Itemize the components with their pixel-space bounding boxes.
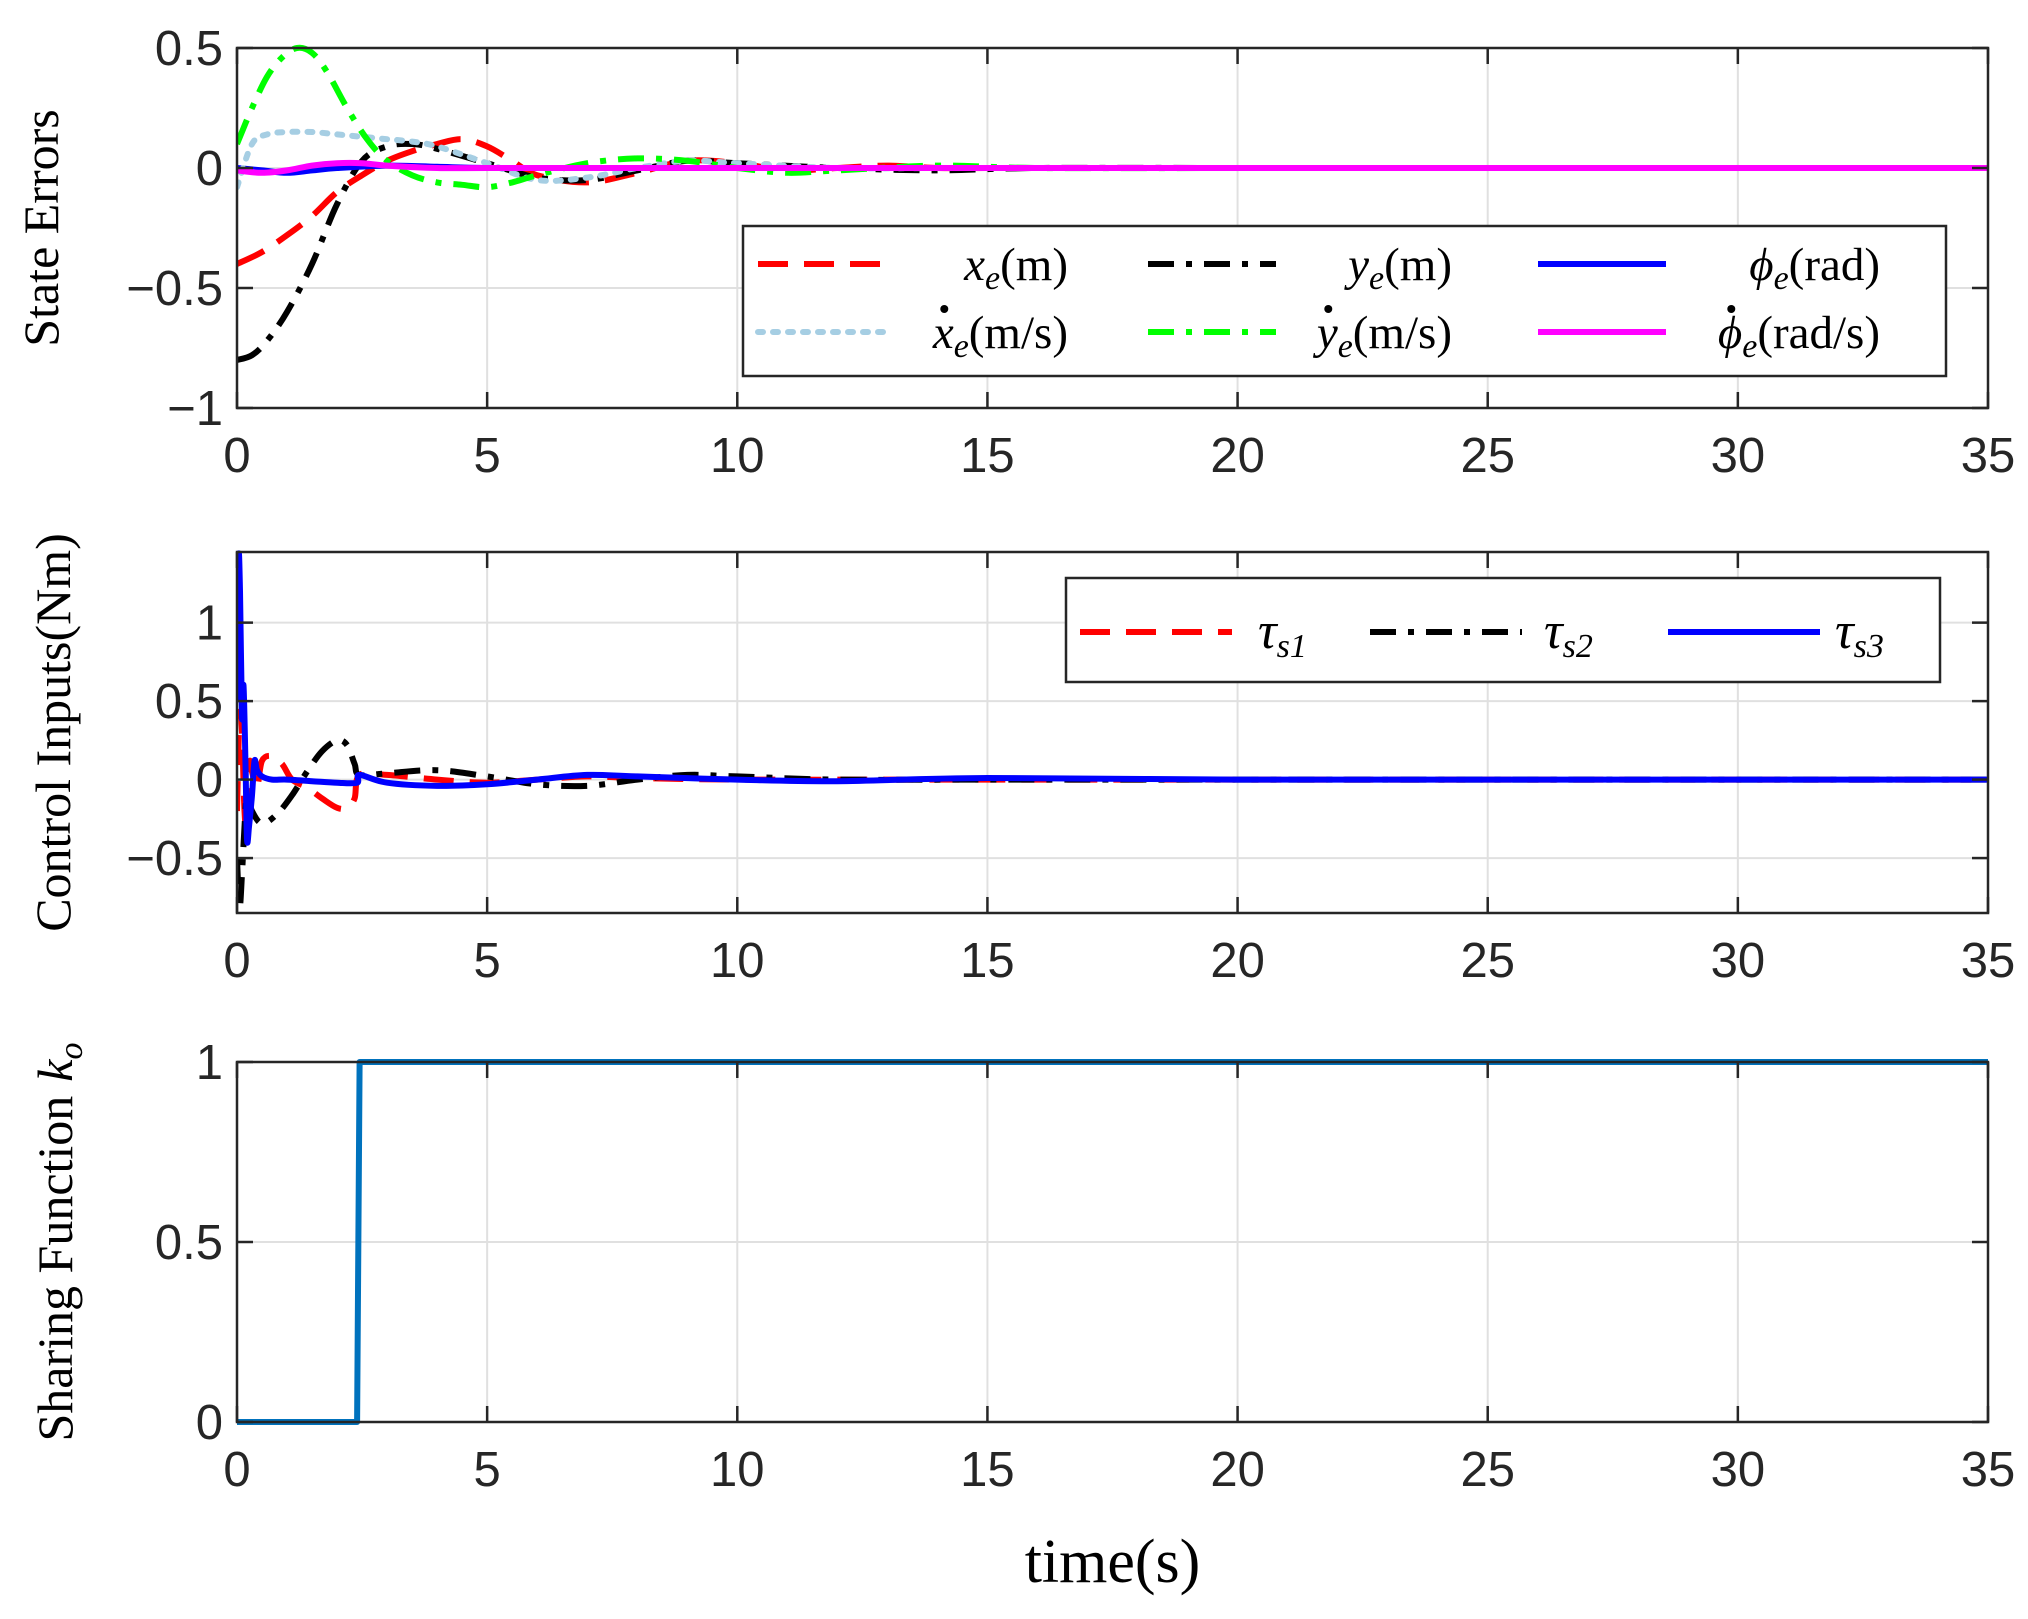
x-tick-label: 15 — [960, 429, 1015, 483]
y-tick-label: −0.5 — [126, 262, 223, 316]
y-tick-label: 0 — [196, 1396, 223, 1450]
legend-label-x_e_dot(m/s): xe(m/s) — [932, 307, 1068, 365]
x-tick-label: 25 — [1460, 429, 1515, 483]
legend-label-unit: (rad/s) — [1757, 307, 1880, 359]
legend-label-sub: e — [1369, 260, 1384, 297]
y-axis-label: Sharing Functionko — [27, 1042, 90, 1441]
legend-label-y_e_dot(m/s): ye(m/s) — [1313, 307, 1452, 365]
y-axis-label-math-sub: o — [53, 1042, 90, 1059]
axes-box — [235, 550, 1990, 915]
y-tick-label: 0.5 — [155, 22, 223, 76]
legend-dot-accent — [1324, 305, 1333, 313]
x-tick-label: 0 — [223, 1443, 250, 1497]
x-tick-label: 20 — [1210, 1443, 1265, 1497]
grid — [236, 1061, 1989, 1423]
y-tick-label: 0 — [196, 142, 223, 196]
x-tick-label: 5 — [474, 934, 501, 988]
series-line-tau_s3 — [237, 550, 1988, 846]
legend-label-tau_s1: τs1 — [1258, 603, 1307, 665]
legend-label-main: ϕ — [1718, 307, 1742, 359]
x-tick-label: 35 — [1961, 934, 2016, 988]
series-line-tau_s1 — [237, 708, 1988, 833]
x-tick-label: 10 — [710, 1443, 765, 1497]
y-tick-label: −0.5 — [126, 832, 223, 886]
legend-label-sub: e — [1338, 328, 1353, 365]
series-line-tau_s2 — [237, 737, 1988, 912]
legend-label-unit: (m) — [1000, 239, 1068, 291]
x-tick-label: 25 — [1460, 1443, 1515, 1497]
legend-label-unit: (m) — [1384, 239, 1452, 291]
legend-label-unit: (m/s) — [969, 307, 1068, 359]
legend-label-main: τ — [1835, 603, 1856, 660]
legend-label-sub: s2 — [1563, 628, 1593, 665]
x-tick-label: 0 — [223, 429, 250, 483]
legend-dot-accent — [940, 305, 949, 313]
legend-label-sub: s3 — [1854, 628, 1884, 665]
y-tick-label: 0.5 — [155, 675, 223, 729]
legend-label-tau_s2: τs2 — [1544, 603, 1593, 665]
x-tick-label: 15 — [960, 934, 1015, 988]
legend-label-unit: (rad) — [1789, 239, 1880, 291]
y-axis-label: Control Inputs(Nm) — [25, 533, 81, 932]
legend-label-phi_e_dot(rad/s): ϕe(rad/s) — [1718, 307, 1880, 365]
y-axis-label: State Errors — [13, 109, 69, 346]
y-tick-label: 0.5 — [155, 1216, 223, 1270]
legend-label-main: ϕ — [1749, 239, 1773, 291]
series-line-x_e_dot(m/s) — [237, 128, 1988, 191]
x-tick-label: 0 — [223, 934, 250, 988]
y-tick-label: −1 — [167, 382, 223, 436]
x-tick-label: 30 — [1711, 934, 1766, 988]
legend-label-sub: e — [985, 260, 1000, 297]
axes-box — [235, 46, 1990, 410]
legend-label-main: τ — [1544, 603, 1565, 660]
legend-label-sub: e — [954, 328, 969, 365]
x-axis-label: time(s) — [1025, 1528, 1201, 1596]
panel-sharing-function: 0 5 10 15 20 25 30 35 0 0.5 1 Sharing Functionko tim… — [27, 1036, 2015, 1596]
legend: τs1 τs2 τs3 — [1064, 576, 1942, 684]
legend-label-unit: (m/s) — [1353, 307, 1452, 359]
legend-label-sub: e — [1742, 328, 1757, 365]
legend-label-x_e(m): xe(m) — [963, 239, 1068, 297]
legend-label-y_e(m): ye(m) — [1344, 239, 1452, 297]
legend-label-sub: s1 — [1277, 628, 1307, 665]
ticks: 0 5 10 15 20 25 30 35−0.500.51 — [126, 552, 2015, 988]
legend-label-main: x — [963, 239, 985, 291]
ticks: 0 5 10 15 20 25 30 35 0 0.5 1 — [155, 1036, 2015, 1497]
legend: xe(m) ye(m) ϕe(rad)xe(m/s) ye(m/s) ϕe(rad/s) — [741, 224, 1948, 378]
x-tick-label: 5 — [474, 429, 501, 483]
x-tick-label: 30 — [1711, 429, 1766, 483]
legend-label-main: y — [1313, 307, 1338, 359]
legend-dot-accent — [1727, 305, 1736, 313]
y-axis-label-math: k — [27, 1059, 83, 1082]
series-line-phi_e_dot(rad/s) — [237, 159, 1988, 176]
series-group — [237, 44, 1988, 363]
y-tick-label: 1 — [196, 597, 223, 651]
x-tick-label: 15 — [960, 1443, 1015, 1497]
x-tick-label: 30 — [1711, 1443, 1766, 1497]
legend-label-phi_e(rad): ϕe(rad) — [1749, 239, 1880, 297]
legend-label-tau_s3: τs3 — [1835, 603, 1884, 665]
x-tick-label: 25 — [1460, 934, 1515, 988]
x-tick-label: 20 — [1210, 429, 1265, 483]
y-tick-label: 1 — [196, 1036, 223, 1090]
x-tick-label: 10 — [710, 934, 765, 988]
y-tick-label: 0 — [196, 754, 223, 808]
legend-label-main: x — [932, 307, 954, 359]
legend-label-sub: e — [1774, 260, 1789, 297]
legend-box — [741, 224, 1948, 378]
series-line-y_e_dot(m/s) — [237, 44, 1988, 191]
x-tick-label: 35 — [1961, 1443, 2016, 1497]
series-group — [237, 550, 1988, 912]
legend-label-main: τ — [1258, 603, 1279, 660]
ticks: 0 5 10 15 20 25 30 35 −1 −0.5 0 0.5 — [126, 22, 2015, 483]
x-tick-label: 10 — [710, 429, 765, 483]
legend-label-main: y — [1344, 239, 1369, 291]
x-tick-label: 35 — [1961, 429, 2016, 483]
x-tick-label: 5 — [474, 1443, 501, 1497]
x-tick-label: 20 — [1210, 934, 1265, 988]
